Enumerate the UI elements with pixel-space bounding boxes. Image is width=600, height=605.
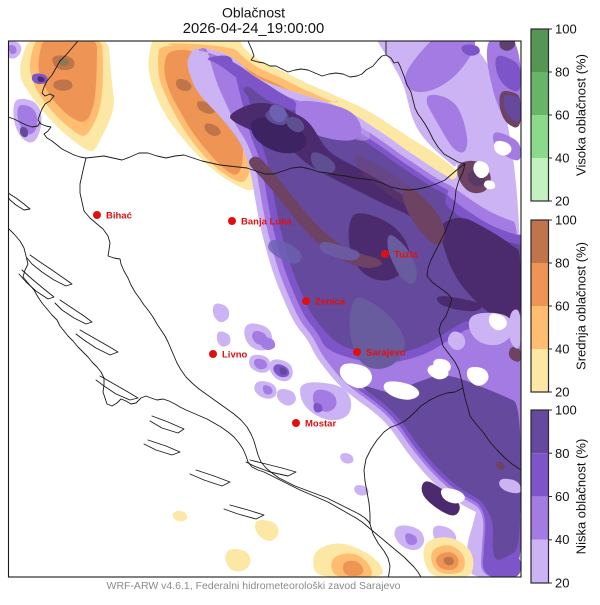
svg-text:Srednja oblačnost (%): Srednja oblačnost (%) [574,242,589,370]
svg-text:100: 100 [555,213,577,228]
svg-text:Banja Luka: Banja Luka [241,217,292,228]
svg-text:100: 100 [555,22,577,37]
svg-text:60: 60 [555,108,569,123]
svg-text:60: 60 [555,299,569,314]
svg-text:Visoka oblačnost (%): Visoka oblačnost (%) [574,54,589,176]
svg-text:2026-04-24_19:00:00: 2026-04-24_19:00:00 [183,21,325,37]
svg-text:Mostar: Mostar [305,419,336,430]
svg-text:Niska oblačnost (%): Niska oblačnost (%) [574,439,589,555]
svg-text:40: 40 [555,532,569,547]
svg-text:60: 60 [555,489,569,504]
svg-text:Zenica: Zenica [315,297,346,308]
svg-text:20: 20 [555,576,569,591]
svg-text:Bihać: Bihać [106,211,132,222]
svg-text:Oblačnost: Oblačnost [222,5,285,21]
svg-text:Livno: Livno [222,350,248,361]
svg-text:Sarajevo: Sarajevo [366,348,406,359]
svg-text:WRF-ARW v4.6.1, Federalni hidr: WRF-ARW v4.6.1, Federalni hidrometeorolo… [107,580,401,592]
svg-text:20: 20 [555,194,569,209]
svg-text:80: 80 [555,65,569,80]
svg-text:80: 80 [555,256,569,271]
svg-text:40: 40 [555,151,569,166]
svg-text:Tuzla: Tuzla [394,250,418,261]
svg-text:20: 20 [555,385,569,400]
svg-text:100: 100 [555,403,577,418]
svg-text:80: 80 [555,446,569,461]
svg-text:40: 40 [555,342,569,357]
